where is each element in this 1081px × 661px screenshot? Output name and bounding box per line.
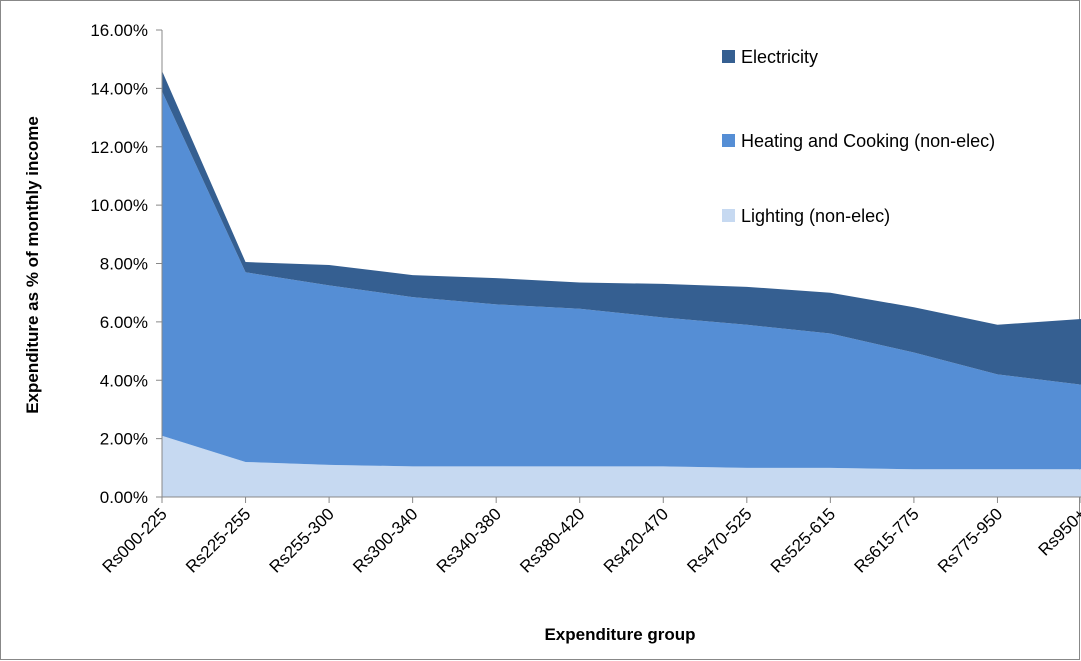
- legend-label: Lighting (non-elec): [741, 206, 891, 226]
- area: [162, 91, 1081, 470]
- legend-label: Heating and Cooking (non-elec): [741, 131, 996, 151]
- y-tick-label: 2.00%: [100, 430, 148, 449]
- legend-swatch: [722, 134, 735, 147]
- legend-entry: Heating and Cooking (non-elec): [722, 128, 1012, 154]
- x-axis-title: Expenditure group: [544, 625, 695, 644]
- legend-swatch: [722, 209, 735, 222]
- y-tick-label: 4.00%: [100, 371, 148, 390]
- legend-swatch: [722, 50, 735, 63]
- area: [162, 70, 1081, 385]
- y-tick-label: 6.00%: [100, 313, 148, 332]
- legend-label: Electricity: [741, 47, 819, 67]
- y-axis-title: Expenditure as % of monthly income: [23, 116, 42, 414]
- legend-entry: Lighting (non-elec): [722, 203, 1012, 229]
- y-tick-label: 16.00%: [90, 21, 148, 40]
- y-tick-label: 10.00%: [90, 196, 148, 215]
- y-tick-label: 12.00%: [90, 138, 148, 157]
- y-tick-label: 14.00%: [90, 79, 148, 98]
- legend-entry: Electricity: [722, 44, 1012, 70]
- y-tick-label: 8.00%: [100, 255, 148, 274]
- y-tick-label: 0.00%: [100, 488, 148, 507]
